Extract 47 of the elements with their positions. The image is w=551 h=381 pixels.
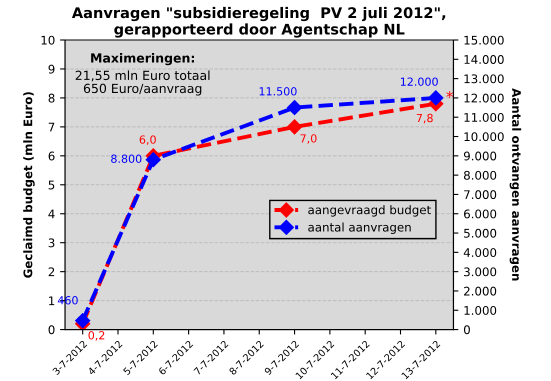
data-label: 7,8 <box>416 114 433 124</box>
y2-tick-label: 9.000 <box>464 152 496 160</box>
y2-tick-label: 10.000 <box>464 132 504 142</box>
y2-tick-label: 8.000 <box>464 170 496 180</box>
y-tick-label: 0 <box>48 325 55 334</box>
y-tick-label: 8 <box>48 94 54 103</box>
legend-label: aangevraagd budget <box>308 205 431 217</box>
y2-tick-label: 6.000 <box>464 209 496 218</box>
y-tick-label: 9 <box>48 64 54 74</box>
annotation: * <box>446 91 454 98</box>
y-tick-label: 2 <box>48 267 54 276</box>
annotation: 21,55 mln Euro totaal 650 Euro/aanvraag <box>76 70 210 96</box>
y2-tick-label: 12.000 <box>464 94 504 103</box>
data-label: 8.800 <box>111 154 142 163</box>
y2-tick-label: 11.000 <box>464 112 504 122</box>
y2-tick-label: 0 <box>464 325 470 334</box>
y-axis-title: Geclaimd budget (mln Euro) <box>23 92 35 278</box>
legend-label: aantal aanvragen <box>308 222 411 234</box>
data-label: 6,0 <box>140 135 156 145</box>
y2-tick-label: 5.000 <box>464 228 496 238</box>
point <box>146 152 161 168</box>
y2-tick-label: 14.000 <box>464 55 504 64</box>
data-label: 11.500 <box>260 87 297 96</box>
chart-title: Aanvragen "subsidieregeling PV 2 juli 2012", gerapporteerd door Agentschap NL <box>72 6 446 38</box>
y-tick-label: 10 <box>42 36 55 45</box>
y-tick-label: 1 <box>49 296 54 306</box>
y-tick-label: 4 <box>48 210 55 218</box>
y-tick-label: 5 <box>48 180 54 190</box>
y2-tick-label: 15.000 <box>464 36 504 45</box>
y-tick-label: 7 <box>48 122 54 132</box>
point <box>286 100 302 116</box>
point <box>75 313 90 328</box>
data-label: 0,2 <box>88 331 104 341</box>
y2-tick-label: 4.000 <box>464 248 496 257</box>
y2-axis-title: Aantal ontvangen aanvragen <box>510 88 522 280</box>
y2-tick-label: 1.000 <box>464 306 496 315</box>
annotation: Maximeringen: <box>91 53 194 66</box>
data-label: 12.000 <box>400 77 438 86</box>
y2-tick-label: 13.000 <box>464 74 504 84</box>
y2-tick-label: 3.000 <box>464 267 496 276</box>
y2-tick-label: 7.000 <box>464 190 496 200</box>
data-label: 7,0 <box>300 134 317 144</box>
y-tick-label: 3 <box>48 238 54 248</box>
y-tick-label: 6 <box>48 152 55 160</box>
point <box>428 90 444 106</box>
point <box>286 119 302 134</box>
y2-tick-label: 2.000 <box>464 286 496 296</box>
